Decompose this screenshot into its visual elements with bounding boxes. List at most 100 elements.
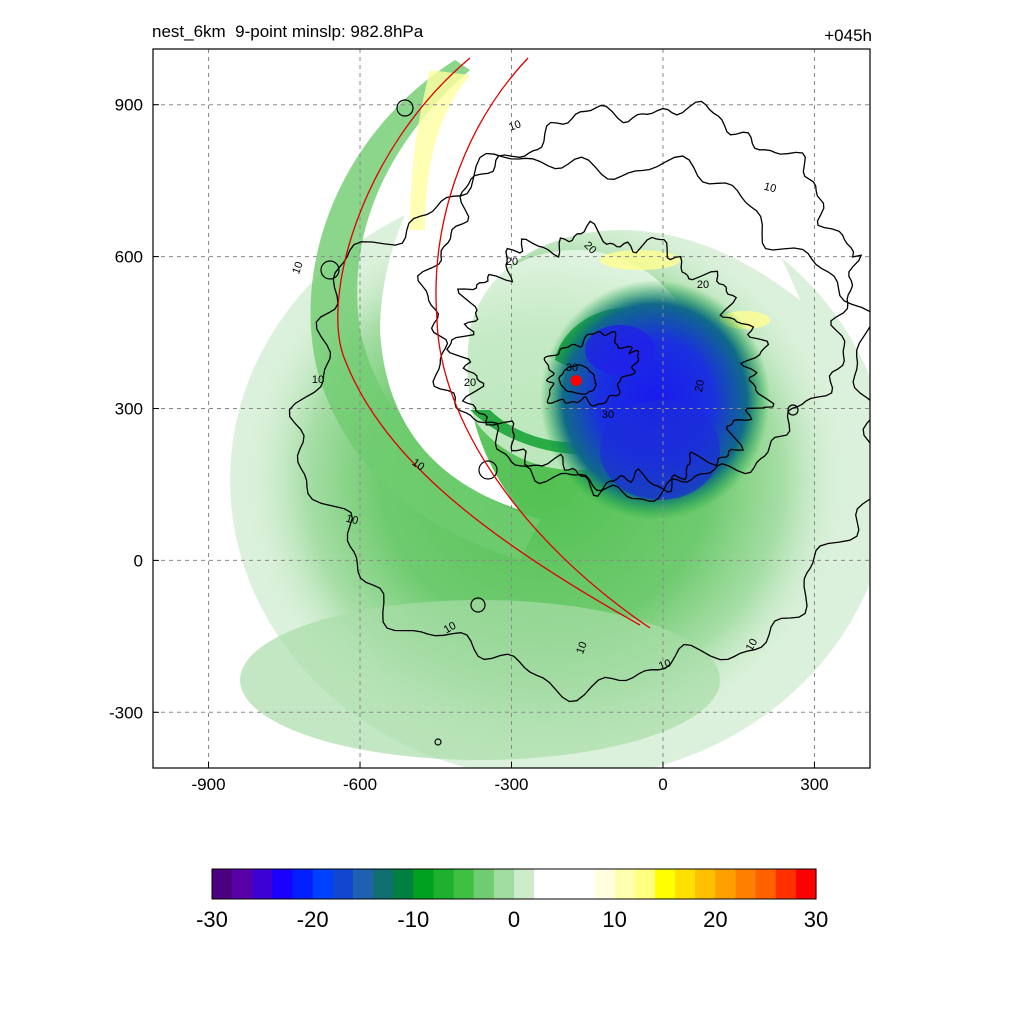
colorbar-tick-label: -30 — [196, 907, 228, 932]
contour-label-group: 10 — [574, 640, 589, 656]
contour-label: 10 — [574, 640, 589, 656]
y-tick-label: -300 — [109, 703, 143, 722]
contour-label-group: 10 — [410, 457, 427, 474]
colorbar-swatch — [312, 869, 334, 899]
track-line — [435, 57, 651, 629]
track-line — [337, 57, 641, 626]
contour-10-loop — [396, 99, 414, 117]
colorbar-tick-label: 10 — [602, 907, 626, 932]
contour-label-group: 10 — [507, 118, 523, 133]
contour-10-loop — [434, 738, 442, 746]
field-nw-band — [310, 60, 540, 560]
contour-label: 10 — [442, 620, 459, 637]
contour-label: 20 — [697, 279, 709, 291]
contour-label-group: 10 — [744, 637, 761, 654]
contour-label: 20 — [464, 377, 476, 389]
colorbar-swatch — [614, 869, 636, 899]
colorbar-swatch — [715, 869, 737, 899]
colorbar-swatch — [493, 869, 515, 899]
colorbar-swatch — [695, 869, 716, 899]
contour-10-loop — [787, 404, 799, 416]
contour-label-group: 30 — [602, 409, 614, 421]
colorbar-swatch — [514, 869, 535, 899]
field-yellow-patch — [600, 250, 680, 270]
colorbar-swatch — [212, 869, 233, 899]
colorbar-tick-label: 30 — [804, 907, 828, 932]
contour-label-group: 10 — [345, 513, 360, 528]
contour-10-north — [417, 100, 863, 503]
contour-label: 10 — [312, 374, 324, 386]
colorbar-swatch — [433, 869, 455, 899]
contour-label: 20 — [693, 379, 707, 393]
contour-label: 10 — [744, 637, 761, 654]
y-tick-label: 600 — [115, 248, 143, 267]
colorbar-swatch — [755, 869, 777, 899]
colorbar-swatch — [735, 869, 757, 899]
x-tick-label: -600 — [343, 775, 377, 794]
x-tick-label: -300 — [494, 775, 528, 794]
colorbar: -30 -20 -10 0 10 20 30 — [196, 868, 828, 932]
colorbar-tick-label: -20 — [297, 907, 329, 932]
y-tick-label: 0 — [134, 551, 143, 570]
colorbar-swatch — [554, 869, 575, 899]
colorbar-swatch — [292, 869, 314, 899]
field-south-tail — [240, 600, 720, 760]
colorbar-swatch — [272, 869, 294, 899]
contour-10-loop — [470, 597, 486, 613]
y-tick-label: 900 — [115, 96, 143, 115]
colorbar-swatch — [574, 869, 596, 899]
wind-field — [230, 60, 870, 768]
contour-30 — [543, 330, 640, 407]
contour-label: 10 — [507, 118, 523, 133]
colorbar-swatch — [594, 869, 616, 899]
colorbar-tick-label: 20 — [703, 907, 727, 932]
contour-label: 30 — [602, 409, 614, 421]
contour-label-group: 10 — [290, 260, 305, 276]
axis-ticks: -900 -600 -300 0 300 900 600 300 0 -300 — [109, 96, 829, 794]
colorbar-swatch — [393, 869, 414, 899]
colorbar-swatch — [775, 869, 797, 899]
x-tick-label: 0 — [658, 775, 667, 794]
contour-10-loop — [320, 260, 340, 280]
contour-label-group: 10 — [657, 657, 673, 672]
colorbar-swatch — [654, 869, 676, 899]
colorbar-swatch — [634, 869, 656, 899]
colorbar-swatch — [232, 869, 253, 899]
forecast-track — [337, 57, 651, 629]
contour-label-group: 20 — [506, 256, 518, 268]
contour-label: 10 — [410, 457, 427, 474]
contour-label: 10 — [763, 181, 778, 196]
contour-label-group: 10 — [763, 181, 778, 196]
contour-label-group: 20 — [697, 279, 709, 291]
contour-label: 10 — [657, 657, 673, 672]
x-tick-label: -900 — [192, 775, 226, 794]
colorbar-tick-label: -10 — [397, 907, 429, 932]
colorbar-swatch — [413, 869, 435, 899]
contour-label: 20 — [506, 256, 518, 268]
colorbar-swatch — [352, 869, 374, 899]
field-dry-region — [380, 60, 800, 510]
contour-label-group: 10 — [442, 620, 459, 637]
contour-label: 10 — [290, 260, 305, 276]
contour-label-group: 30 — [566, 362, 578, 374]
colorbar-frame — [211, 868, 817, 900]
colorbar-swatch — [252, 869, 273, 899]
contour-label-group: 20 — [464, 377, 476, 389]
colorbar-swatch — [795, 869, 817, 899]
contour-lines — [288, 99, 870, 746]
field-yellow-band — [410, 70, 470, 230]
storm-center-marker — [570, 375, 582, 387]
contour-label-group: 20 — [693, 379, 707, 393]
contour-10-loop — [478, 460, 498, 480]
field-core-south — [600, 400, 720, 500]
contour-30-inner — [558, 364, 597, 395]
contour-label: 10 — [345, 513, 360, 528]
colorbar-tick-label: 0 — [508, 907, 520, 932]
y-tick-label: 300 — [115, 400, 143, 419]
colorbar-swatch — [534, 869, 555, 899]
colorbar-swatch — [332, 869, 354, 899]
colorbar-swatch — [473, 869, 495, 899]
x-tick-label: 300 — [800, 775, 828, 794]
